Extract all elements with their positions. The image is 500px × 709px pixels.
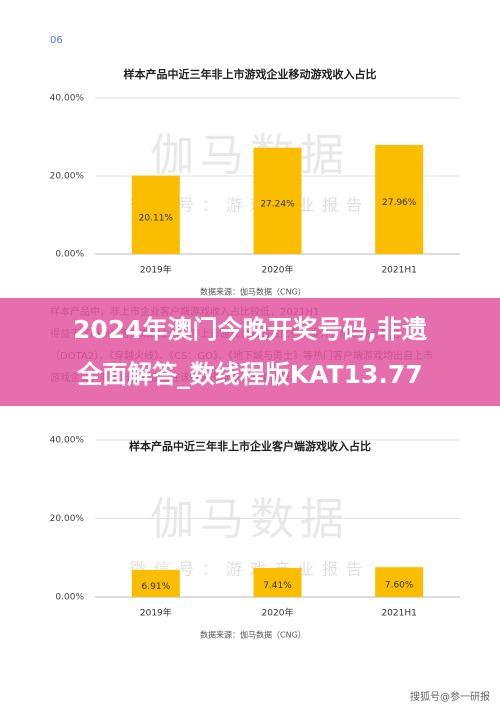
- y-tick-label: 0.00%: [55, 593, 84, 603]
- value-label: 27.24%: [260, 199, 295, 209]
- footer: 搜狐号@参一研报: [410, 690, 490, 703]
- x-tick-label: 2019年: [140, 607, 172, 619]
- chart-title: 样本产品中近三年非上市游戏企业移动游戏收入占比: [124, 67, 377, 81]
- bar: [131, 569, 180, 597]
- chart-title: 样本产品中近三年非上市企业客户端游戏收入占比: [129, 439, 371, 453]
- x-tick-label: 2020年: [262, 264, 294, 276]
- x-tick-label: 2021H1: [381, 266, 416, 276]
- page-number: 06: [50, 35, 63, 46]
- value-label: 6.91%: [142, 582, 171, 592]
- value-label: 20.11%: [139, 213, 174, 223]
- watermark-title: 伽马数据: [150, 494, 350, 545]
- watermark-title: 伽马数据: [150, 130, 350, 181]
- y-tick-label: 20.00%: [50, 172, 85, 182]
- source: 数据来源：伽马数据（CNG）: [200, 630, 306, 640]
- y-tick-label: 20.00%: [50, 514, 85, 524]
- watermark-subtitle: 微信号：游戏产业报告: [130, 196, 370, 215]
- bar: [253, 147, 302, 254]
- x-tick-label: 2021H1: [381, 609, 416, 619]
- x-tick-label: 2020年: [262, 607, 294, 619]
- y-tick-label: 40.00%: [50, 94, 85, 104]
- source: 数据来源：伽马数据（CNG）: [200, 287, 306, 297]
- banner-line[interactable]: 全面解答_数线程版KAT13.77: [76, 360, 422, 389]
- y-tick-label: 40.00%: [50, 436, 85, 446]
- banner-line[interactable]: 2024年澳门今晚开奖号码,非遗: [73, 315, 427, 344]
- bar: [131, 175, 180, 254]
- value-label: 7.60%: [385, 581, 414, 591]
- bar: [375, 567, 424, 597]
- y-tick-label: 0.00%: [55, 250, 84, 260]
- bar: [375, 144, 424, 254]
- value-label: 7.41%: [263, 581, 292, 591]
- bar: [253, 567, 302, 597]
- value-label: 27.96%: [382, 198, 417, 208]
- banner[interactable]: [0, 298, 500, 406]
- x-tick-label: 2019年: [140, 264, 172, 276]
- watermark-subtitle: 微信号：游戏产业报告: [130, 560, 370, 579]
